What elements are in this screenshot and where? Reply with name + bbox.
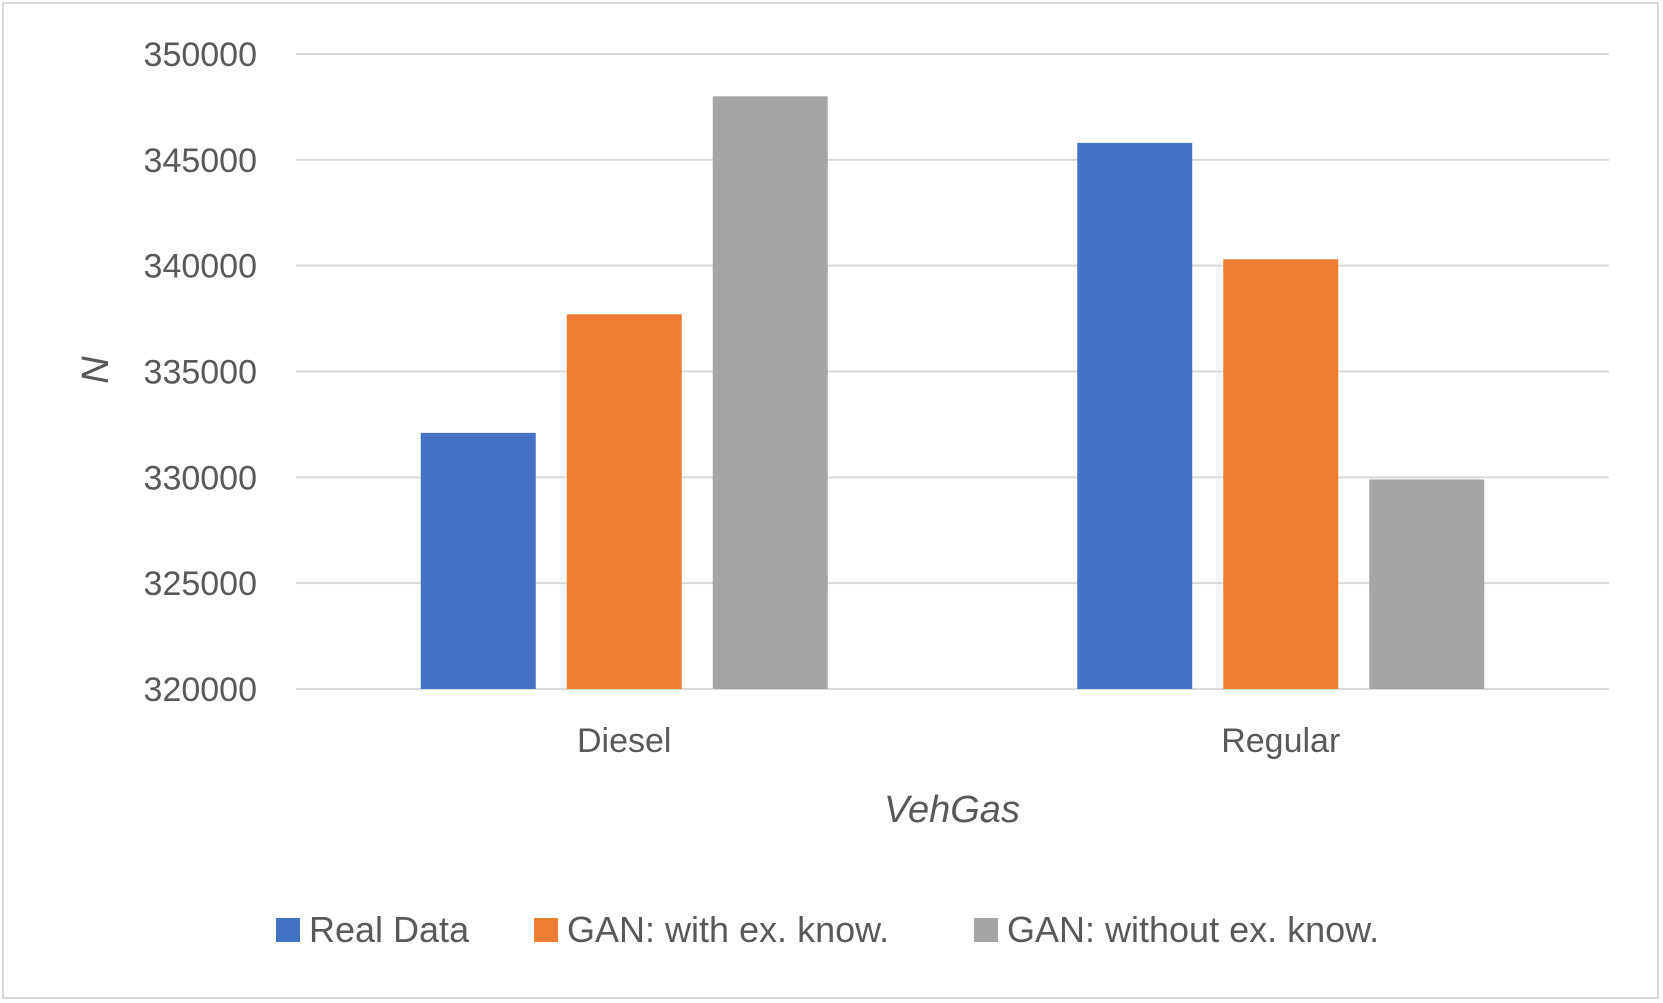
- y-tick-labels: 320000 325000 330000 335000 340000 345000 3500…: [144, 36, 257, 709]
- y-tick-label: 345000: [144, 142, 257, 180]
- y-tick-label: 350000: [144, 36, 257, 74]
- x-tick-label: Diesel: [577, 722, 671, 760]
- bar-real-data-diesel: [420, 432, 536, 689]
- y-tick-label: 325000: [144, 565, 257, 603]
- legend-swatch: [276, 918, 300, 942]
- bar-real-data-regular: [1077, 142, 1193, 689]
- legend-swatch: [974, 918, 998, 942]
- bars: [420, 96, 1485, 690]
- x-tick-label: Regular: [1221, 722, 1340, 760]
- legend-label: GAN: without ex. know.: [1007, 909, 1379, 950]
- bar-gan-without-ex-know-regular: [1369, 479, 1485, 689]
- bar-gan-without-ex-know-diesel: [712, 96, 828, 690]
- y-axis-title: N: [75, 356, 117, 384]
- bar-gan-with-ex-know-regular: [1223, 259, 1339, 689]
- y-tick-label: 340000: [144, 248, 257, 286]
- x-tick-labels: Diesel Regular: [577, 722, 1340, 760]
- y-tick-label: 330000: [144, 459, 257, 497]
- x-axis-title: VehGas: [884, 789, 1020, 831]
- legend-label: Real Data: [309, 909, 470, 950]
- legend: Real Data GAN: with ex. know. GAN: without…: [276, 909, 1379, 950]
- y-tick-label: 320000: [144, 671, 257, 709]
- legend-swatch: [534, 918, 558, 942]
- legend-label: GAN: with ex. know.: [567, 909, 889, 950]
- bar-gan-with-ex-know-diesel: [566, 314, 682, 689]
- y-tick-label: 335000: [144, 354, 257, 392]
